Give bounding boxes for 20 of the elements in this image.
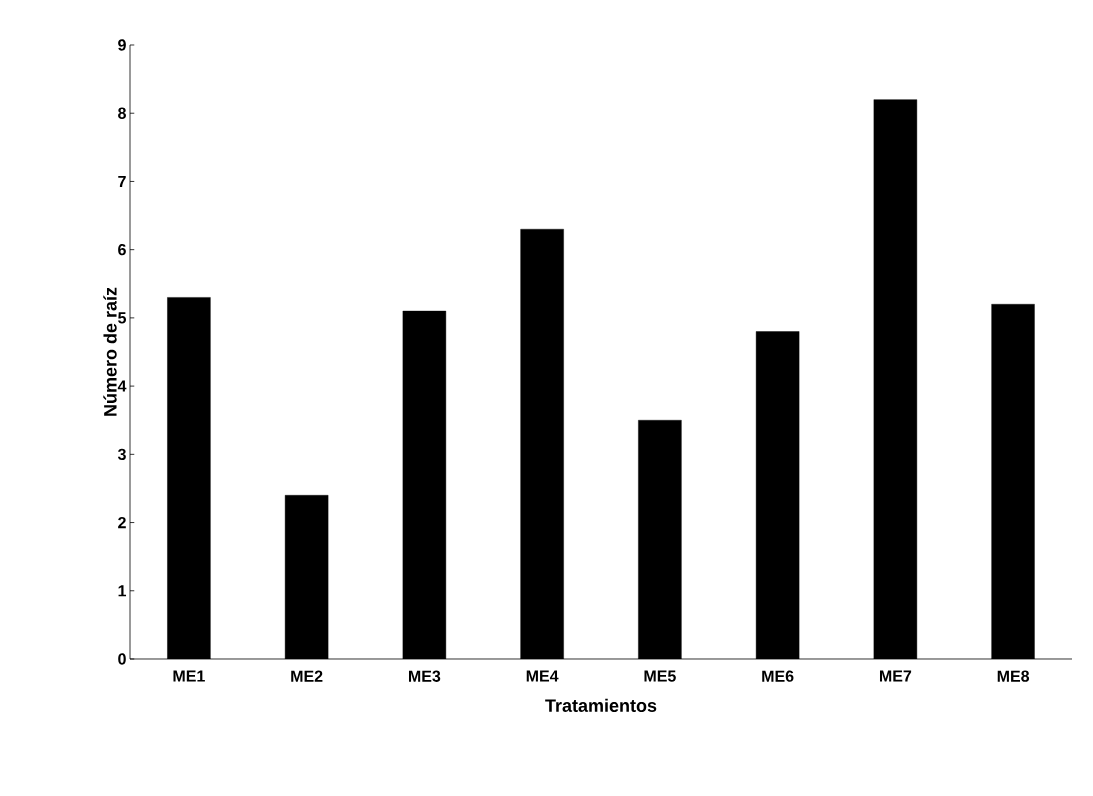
x-tick-label: ME6 bbox=[762, 670, 794, 682]
x-axis-title: Tratamientos bbox=[545, 698, 657, 712]
y-tick-label: 8 bbox=[118, 107, 126, 119]
x-tick-label: ME3 bbox=[408, 670, 441, 682]
x-tick-label: ME4 bbox=[526, 670, 559, 682]
y-tick-label: 1 bbox=[118, 585, 127, 597]
y-tick-label: 2 bbox=[118, 516, 126, 529]
x-tick-label: ME2 bbox=[291, 670, 323, 682]
x-tick-label: ME8 bbox=[997, 670, 1030, 682]
y-tick-label: 3 bbox=[117, 448, 126, 460]
y-tick-label: 0 bbox=[118, 653, 126, 665]
y-tick-label: 7 bbox=[118, 175, 126, 187]
x-tick-label: ME5 bbox=[644, 670, 676, 682]
y-tick-label: 4 bbox=[117, 380, 127, 392]
y-axis-title: Número de raíz bbox=[103, 287, 117, 416]
y-tick-label: 6 bbox=[118, 244, 126, 256]
y-tick-label: 5 bbox=[118, 312, 127, 324]
x-tick-label: ME1 bbox=[173, 670, 205, 682]
y-tick-label: 9 bbox=[118, 39, 126, 51]
x-tick-label: ME7 bbox=[879, 670, 912, 682]
